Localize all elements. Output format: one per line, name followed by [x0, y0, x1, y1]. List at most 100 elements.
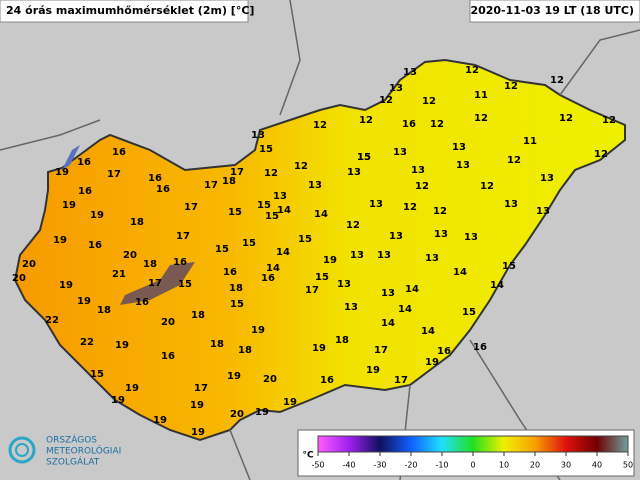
colorbar-tick-label: 20 — [530, 461, 540, 470]
station-value: 18 — [335, 335, 349, 346]
hungary — [13, 58, 626, 442]
station-value: 12 — [465, 65, 479, 76]
station-value: 13 — [347, 167, 361, 178]
station-value: 13 — [504, 199, 518, 210]
station-value: 14 — [277, 205, 291, 216]
station-value: 12 — [403, 202, 417, 213]
station-value: 15 — [257, 200, 271, 211]
colorbar-tick-label: 10 — [499, 461, 509, 470]
colorbar-tick-label: -40 — [342, 461, 355, 470]
station-value: 20 — [161, 317, 175, 328]
station-value: 12 — [594, 149, 608, 160]
station-value: 19 — [191, 427, 205, 438]
station-value: 12 — [474, 113, 488, 124]
station-value: 12 — [379, 95, 393, 106]
colorbar-tick-label: -20 — [404, 461, 417, 470]
title: 24 órás maximumhőmérséklet (2m) [°C] — [6, 4, 254, 17]
station-value: 21 — [112, 269, 126, 280]
colorbar-tick-label: 50 — [623, 461, 633, 470]
station-value: 18 — [143, 259, 157, 270]
station-value: 20 — [22, 259, 36, 270]
station-value: 15 — [242, 238, 256, 249]
station-value: 18 — [97, 305, 111, 316]
station-value: 15 — [90, 369, 104, 380]
station-value: 12 — [507, 155, 521, 166]
station-value: 18 — [222, 176, 236, 187]
colorbar-tick-label: -50 — [311, 461, 324, 470]
station-value: 15 — [265, 211, 279, 222]
colorbar-tick-label: 30 — [561, 461, 571, 470]
station-value: 13 — [425, 253, 439, 264]
station-value: 19 — [251, 325, 265, 336]
station-value: 16 — [223, 267, 237, 278]
station-value: 19 — [125, 383, 139, 394]
station-value: 16 — [135, 297, 149, 308]
station-value: 17 — [194, 383, 208, 394]
station-value: 11 — [474, 90, 488, 101]
station-value: 12 — [415, 181, 429, 192]
station-value: 14 — [453, 267, 467, 278]
station-value: 15 — [315, 272, 329, 283]
station-value: 22 — [80, 337, 94, 348]
station-value: 17 — [107, 169, 121, 180]
station-value: 19 — [62, 200, 76, 211]
station-value: 17 — [374, 345, 388, 356]
logo-line: METEOROLÓGIAI — [46, 445, 121, 457]
station-value: 15 — [298, 234, 312, 245]
station-value: 13 — [344, 302, 358, 313]
station-value: 19 — [227, 371, 241, 382]
station-value: 16 — [402, 119, 416, 130]
station-value: 17 — [176, 231, 190, 242]
station-value: 13 — [377, 250, 391, 261]
station-value: 15 — [357, 152, 371, 163]
station-value: 12 — [422, 96, 436, 107]
station-value: 13 — [411, 165, 425, 176]
station-value: 13 — [337, 279, 351, 290]
station-value: 12 — [359, 115, 373, 126]
station-value: 20 — [123, 250, 137, 261]
station-value: 13 — [403, 67, 417, 78]
lake-neusiedl — [62, 145, 80, 170]
station-value: 12 — [433, 206, 447, 217]
station-value: 15 — [462, 307, 476, 318]
station-value: 16 — [156, 184, 170, 195]
station-value: 13 — [381, 288, 395, 299]
station-value: 18 — [238, 345, 252, 356]
station-value: 18 — [210, 339, 224, 350]
title-box — [0, 0, 249, 23]
station-value: 12 — [480, 181, 494, 192]
station-value: 14 — [421, 326, 435, 337]
station-value: 18 — [130, 217, 144, 228]
station-value: 14 — [398, 304, 412, 315]
station-value: 13 — [434, 229, 448, 240]
station-value: 13 — [389, 83, 403, 94]
colorbar-tick-label: -10 — [435, 461, 448, 470]
station-value: 16 — [173, 257, 187, 268]
logo-line: SZOLGÁLAT — [46, 456, 100, 468]
station-value: 13 — [452, 142, 466, 153]
station-value: 17 — [148, 278, 162, 289]
station-value: 13 — [393, 147, 407, 158]
station-value: 12 — [504, 81, 518, 92]
station-value: 17 — [184, 202, 198, 213]
station-value: 15 — [228, 207, 242, 218]
station-value: 20 — [263, 374, 277, 385]
station-value: 20 — [230, 409, 244, 420]
station-value: 12 — [559, 113, 573, 124]
station-value: 11 — [523, 136, 537, 147]
station-value: 13 — [369, 199, 383, 210]
station-value: 14 — [405, 284, 419, 295]
station-value: 13 — [251, 130, 265, 141]
station-value: 16 — [78, 186, 92, 197]
station-value: 12 — [294, 161, 308, 172]
station-value: 18 — [229, 283, 243, 294]
station-value: 14 — [381, 318, 395, 329]
station-value: 19 — [366, 365, 380, 376]
station-value: 19 — [323, 255, 337, 266]
station-value: 14 — [490, 280, 504, 291]
colorbar-unit: °C — [302, 451, 314, 461]
station-value: 15 — [259, 144, 273, 155]
colorbar-tick-label: 40 — [592, 461, 602, 470]
station-value: 15 — [230, 299, 244, 310]
